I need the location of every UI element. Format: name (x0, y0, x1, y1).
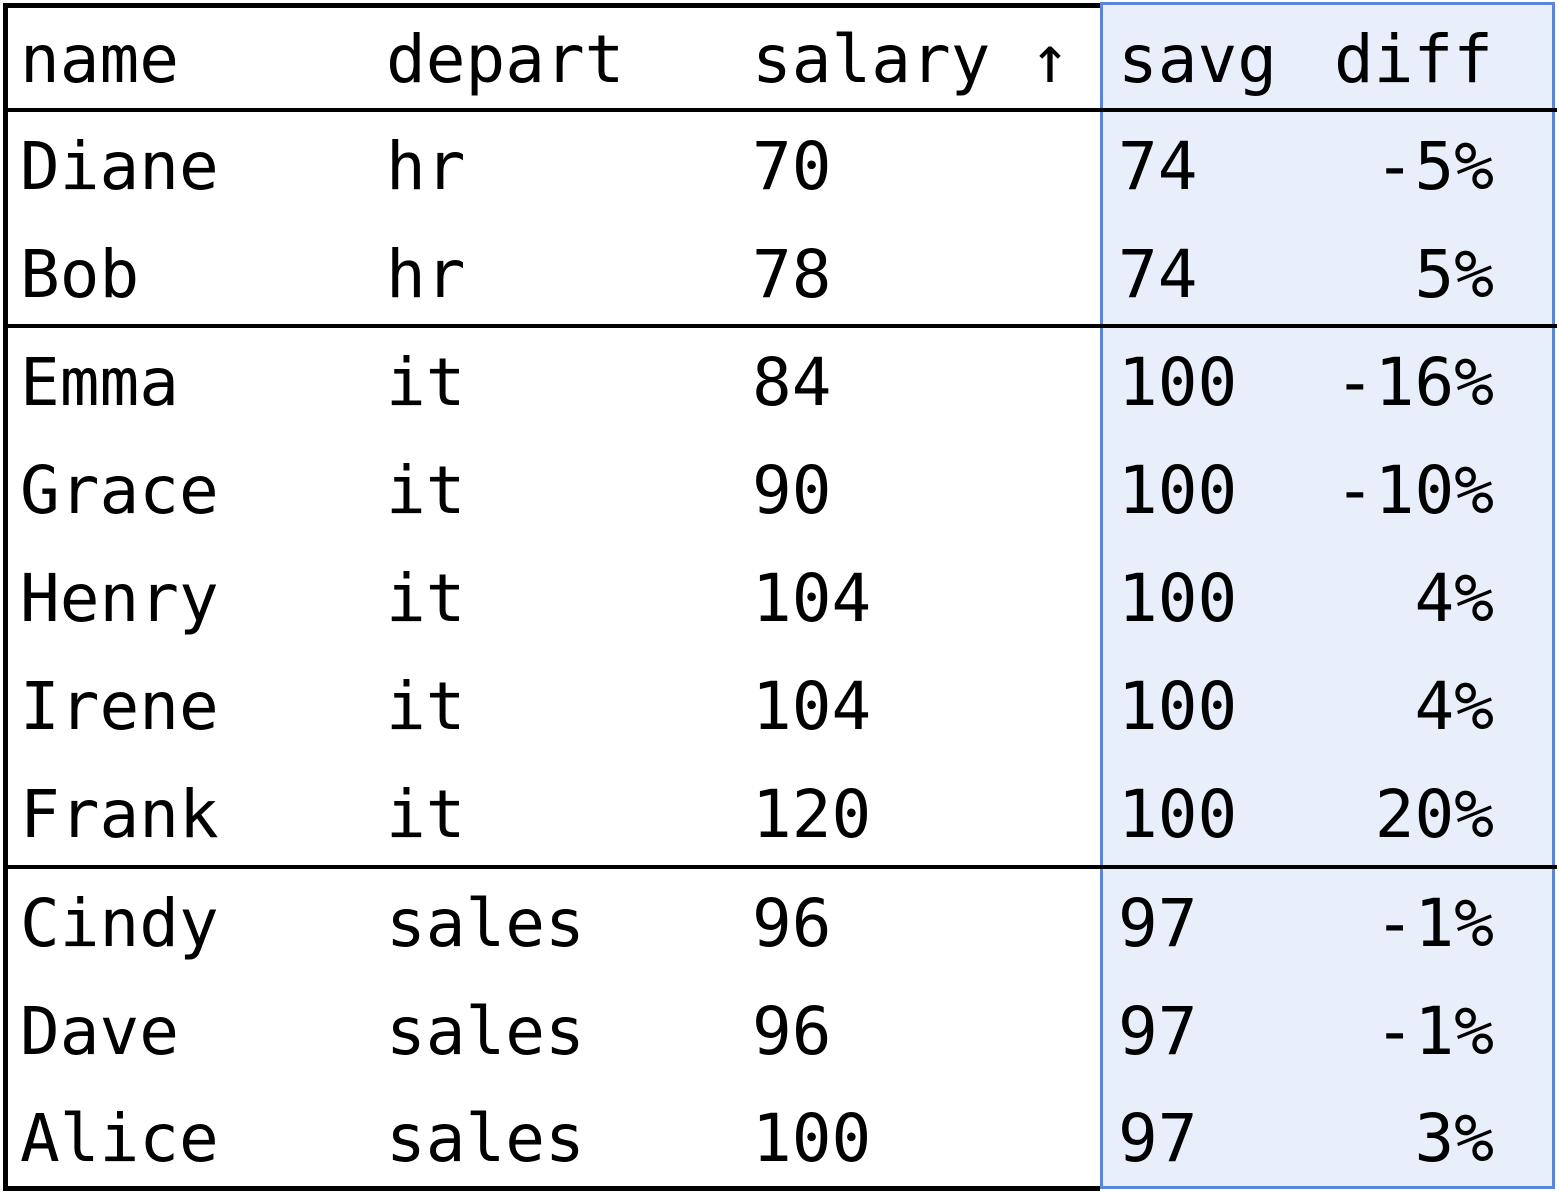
cell-diff: 3% (1414, 1100, 1494, 1177)
cell-savg: 74 (1118, 128, 1198, 205)
cell-depart: it (386, 776, 466, 853)
column-header-name[interactable]: name (20, 21, 179, 98)
cell-salary: 120 (752, 776, 872, 853)
header-row: name depart salary ↑ savg diff (0, 6, 1559, 114)
table-row: Alice sales 100 97 3% (0, 1085, 1559, 1193)
table-row: Irene it 104 100 4% (0, 653, 1559, 761)
cell-name: Henry (20, 560, 219, 637)
cell-salary: 96 (752, 885, 832, 962)
cell-savg: 97 (1118, 1100, 1198, 1177)
cell-diff: 4% (1414, 668, 1494, 745)
group-separator-hr-it (5, 324, 1557, 328)
table-bottom-border (5, 1186, 1100, 1191)
cell-depart: sales (386, 885, 585, 962)
cell-name: Cindy (20, 885, 219, 962)
cell-depart: sales (386, 993, 585, 1070)
cell-depart: hr (386, 128, 466, 205)
cell-savg: 100 (1118, 452, 1238, 529)
cell-name: Frank (20, 776, 219, 853)
cell-salary: 100 (752, 1100, 872, 1177)
cell-savg: 97 (1118, 993, 1198, 1070)
cell-diff: -5% (1374, 128, 1494, 205)
column-header-savg[interactable]: savg (1118, 21, 1277, 98)
header-separator (5, 108, 1557, 112)
table-row: Bob hr 78 74 5% (0, 221, 1559, 329)
cell-savg: 100 (1118, 344, 1238, 421)
cell-name: Alice (20, 1100, 219, 1177)
cell-name: Emma (20, 344, 179, 421)
cell-savg: 100 (1118, 776, 1238, 853)
group-separator-it-sales (5, 865, 1557, 869)
cell-name: Irene (20, 668, 219, 745)
table-row: Diane hr 70 74 -5% (0, 113, 1559, 221)
column-header-diff[interactable]: diff (1334, 21, 1493, 98)
cell-diff: -10% (1335, 452, 1494, 529)
cell-salary: 104 (752, 668, 872, 745)
cell-name: Bob (20, 236, 140, 313)
column-header-salary-sorted-ascending[interactable]: salary ↑ (752, 21, 1070, 98)
table-row: Dave sales 96 97 -1% (0, 978, 1559, 1086)
column-header-depart[interactable]: depart (386, 21, 625, 98)
cell-diff: -16% (1335, 344, 1494, 421)
table-left-border (3, 3, 8, 1191)
cell-depart: it (386, 668, 466, 745)
cell-salary: 70 (752, 128, 832, 205)
cell-name: Diane (20, 128, 219, 205)
cell-depart: it (386, 560, 466, 637)
cell-depart: sales (386, 1100, 585, 1177)
cell-name: Grace (20, 452, 219, 529)
cell-savg: 74 (1118, 236, 1198, 313)
table-row: Frank it 120 100 20% (0, 761, 1559, 869)
cell-savg: 100 (1118, 668, 1238, 745)
cell-savg: 97 (1118, 885, 1198, 962)
cell-depart: it (386, 452, 466, 529)
cell-diff: 20% (1374, 776, 1494, 853)
cell-savg: 100 (1118, 560, 1238, 637)
cell-diff: 4% (1414, 560, 1494, 637)
cell-salary: 84 (752, 344, 832, 421)
cell-diff: 5% (1414, 236, 1494, 313)
cell-salary: 96 (752, 993, 832, 1070)
table-row: Henry it 104 100 4% (0, 545, 1559, 653)
table-top-border (5, 3, 1100, 8)
table-row: Emma it 84 100 -16% (0, 329, 1559, 437)
table-row: Grace it 90 100 -10% (0, 437, 1559, 545)
cell-depart: hr (386, 236, 466, 313)
cell-diff: -1% (1374, 993, 1494, 1070)
window-columns-highlight (1100, 2, 1555, 1189)
cell-depart: it (386, 344, 466, 421)
cell-salary: 90 (752, 452, 832, 529)
cell-diff: -1% (1374, 885, 1494, 962)
cell-salary: 78 (752, 236, 832, 313)
cell-salary: 104 (752, 560, 872, 637)
cell-name: Dave (20, 993, 179, 1070)
table-row: Cindy sales 96 97 -1% (0, 870, 1559, 978)
